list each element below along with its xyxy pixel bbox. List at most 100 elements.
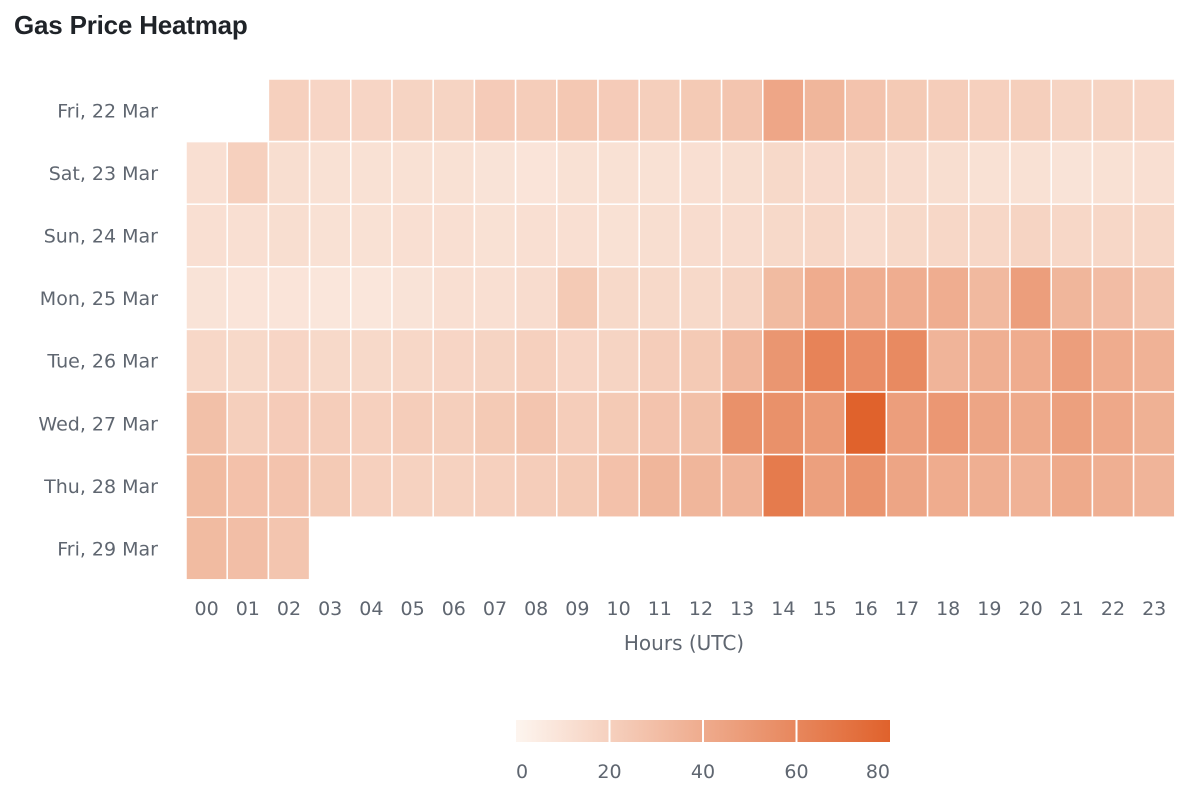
heatmap-cell[interactable] xyxy=(514,203,558,268)
heatmap-cell[interactable] xyxy=(720,266,764,331)
heatmap-cell[interactable] xyxy=(803,140,846,205)
heatmap-cell[interactable] xyxy=(1050,78,1094,143)
heatmap-cell[interactable] xyxy=(638,391,682,456)
heatmap-cell[interactable] xyxy=(844,453,888,518)
heatmap-cell[interactable] xyxy=(1132,391,1176,456)
heatmap-cell[interactable] xyxy=(267,78,311,143)
heatmap-cell[interactable] xyxy=(350,391,393,456)
heatmap-cell[interactable] xyxy=(350,78,393,143)
heatmap-cell[interactable] xyxy=(597,78,640,143)
heatmap-cell[interactable] xyxy=(514,266,558,331)
heatmap-cell[interactable] xyxy=(226,391,270,456)
heatmap-cell[interactable] xyxy=(720,391,764,456)
heatmap-cell[interactable] xyxy=(720,328,764,393)
heatmap-cell[interactable] xyxy=(267,328,311,393)
heatmap-cell[interactable] xyxy=(514,140,558,205)
heatmap-cell[interactable] xyxy=(556,203,599,268)
heatmap-cell[interactable] xyxy=(679,328,723,393)
heatmap-cell[interactable] xyxy=(803,328,846,393)
heatmap-cell[interactable] xyxy=(926,140,970,205)
heatmap-cell[interactable] xyxy=(556,328,599,393)
heatmap-cell[interactable] xyxy=(308,453,352,518)
heatmap-cell[interactable] xyxy=(803,453,846,518)
heatmap-cell[interactable] xyxy=(267,140,311,205)
heatmap-cell[interactable] xyxy=(1050,266,1094,331)
heatmap-cell[interactable] xyxy=(514,391,558,456)
heatmap-cell[interactable] xyxy=(432,453,476,518)
heatmap-cell[interactable] xyxy=(679,78,723,143)
heatmap-cell[interactable] xyxy=(185,266,228,331)
heatmap-cell[interactable] xyxy=(968,78,1011,143)
heatmap-cell[interactable] xyxy=(762,140,805,205)
heatmap-cell[interactable] xyxy=(597,203,640,268)
heatmap-cell[interactable] xyxy=(1091,203,1135,268)
heatmap-cell[interactable] xyxy=(1132,328,1176,393)
heatmap-cell[interactable] xyxy=(597,140,640,205)
heatmap-cell[interactable] xyxy=(1132,203,1176,268)
heatmap-cell[interactable] xyxy=(885,453,929,518)
heatmap-cell[interactable] xyxy=(885,203,929,268)
heatmap-cell[interactable] xyxy=(803,266,846,331)
heatmap-cell[interactable] xyxy=(597,328,640,393)
heatmap-cell[interactable] xyxy=(514,453,558,518)
heatmap-cell[interactable] xyxy=(1050,328,1094,393)
heatmap-cell[interactable] xyxy=(514,78,558,143)
heatmap-cell[interactable] xyxy=(885,391,929,456)
heatmap-cell[interactable] xyxy=(926,78,970,143)
heatmap-cell[interactable] xyxy=(638,203,682,268)
heatmap-cell[interactable] xyxy=(968,203,1011,268)
heatmap-cell[interactable] xyxy=(1091,328,1135,393)
heatmap-cell[interactable] xyxy=(885,328,929,393)
heatmap-cell[interactable] xyxy=(308,391,352,456)
heatmap-cell[interactable] xyxy=(679,266,723,331)
heatmap-cell[interactable] xyxy=(968,453,1011,518)
heatmap-cell[interactable] xyxy=(226,140,270,205)
heatmap-cell[interactable] xyxy=(1050,453,1094,518)
heatmap-cell[interactable] xyxy=(185,328,228,393)
heatmap-cell[interactable] xyxy=(1132,453,1176,518)
heatmap-cell[interactable] xyxy=(391,266,434,331)
heatmap-cell[interactable] xyxy=(556,140,599,205)
heatmap-cell[interactable] xyxy=(1050,203,1094,268)
heatmap-cell[interactable] xyxy=(720,140,764,205)
heatmap-cell[interactable] xyxy=(432,328,476,393)
heatmap-cell[interactable] xyxy=(391,328,434,393)
heatmap-cell[interactable] xyxy=(926,453,970,518)
heatmap-cell[interactable] xyxy=(844,140,888,205)
heatmap-cell[interactable] xyxy=(473,453,517,518)
heatmap-cell[interactable] xyxy=(308,328,352,393)
heatmap-cell[interactable] xyxy=(803,78,846,143)
heatmap-cell[interactable] xyxy=(226,328,270,393)
heatmap-cell[interactable] xyxy=(308,203,352,268)
heatmap-cell[interactable] xyxy=(926,328,970,393)
heatmap-cell[interactable] xyxy=(391,453,434,518)
heatmap-cell[interactable] xyxy=(762,453,805,518)
heatmap-cell[interactable] xyxy=(556,266,599,331)
heatmap-cell[interactable] xyxy=(803,391,846,456)
heatmap-cell[interactable] xyxy=(762,78,805,143)
heatmap-cell[interactable] xyxy=(350,140,393,205)
heatmap-cell[interactable] xyxy=(720,203,764,268)
heatmap-cell[interactable] xyxy=(473,140,517,205)
heatmap-cell[interactable] xyxy=(185,140,228,205)
heatmap-cell[interactable] xyxy=(350,203,393,268)
heatmap-cell[interactable] xyxy=(185,391,228,456)
heatmap-cell[interactable] xyxy=(556,78,599,143)
heatmap-cell[interactable] xyxy=(1091,391,1135,456)
heatmap-cell[interactable] xyxy=(844,203,888,268)
heatmap-cell[interactable] xyxy=(1091,78,1135,143)
heatmap-cell[interactable] xyxy=(597,391,640,456)
heatmap-cell[interactable] xyxy=(391,140,434,205)
heatmap-cell[interactable] xyxy=(762,391,805,456)
heatmap-cell[interactable] xyxy=(556,453,599,518)
heatmap-cell[interactable] xyxy=(638,266,682,331)
heatmap-cell[interactable] xyxy=(308,266,352,331)
heatmap-cell[interactable] xyxy=(391,391,434,456)
heatmap-cell[interactable] xyxy=(185,516,228,581)
heatmap-cell[interactable] xyxy=(473,328,517,393)
heatmap-cell[interactable] xyxy=(885,266,929,331)
heatmap-cell[interactable] xyxy=(803,203,846,268)
heatmap-cell[interactable] xyxy=(432,78,476,143)
heatmap-cell[interactable] xyxy=(638,328,682,393)
heatmap-cell[interactable] xyxy=(968,140,1011,205)
